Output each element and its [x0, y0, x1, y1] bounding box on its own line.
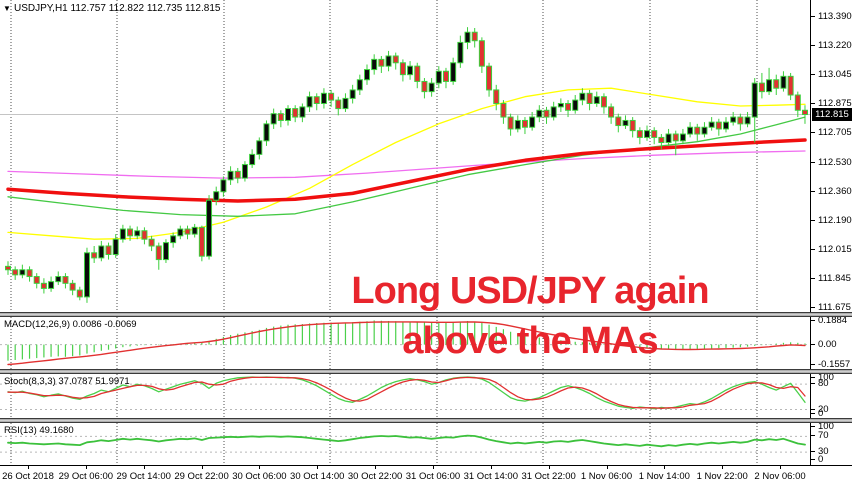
time-axis-tick: [548, 466, 550, 469]
macd-axis-label: 0.1884: [818, 315, 848, 326]
stochastic-chart[interactable]: [0, 374, 810, 418]
rsi-axis-label: 100: [818, 421, 834, 432]
stoch-axis-label: 80: [818, 378, 829, 390]
macd-chart[interactable]: [0, 317, 810, 369]
main-chart-panel[interactable]: [0, 0, 810, 312]
collapse-arrow-icon[interactable]: ▼: [3, 4, 11, 13]
time-axis-label: 29 Oct 14:00: [116, 471, 171, 482]
axis-tick: [811, 451, 815, 453]
macd-panel[interactable]: [0, 317, 810, 369]
current-price-badge: 112.815: [812, 108, 852, 122]
stoch-label: Stoch(8,3,3) 37.0787 51.9971: [4, 376, 130, 387]
time-axis-tick: [432, 466, 434, 469]
price-axis-label: 113.045: [818, 69, 852, 81]
time-axis-tick: [606, 466, 608, 469]
price-axis-label: 112.530: [818, 156, 852, 168]
axis-tick: [811, 103, 815, 105]
rsi-axis-label: 30: [818, 446, 829, 458]
time-axis-label: 1 Nov 22:00: [696, 471, 748, 482]
time-axis-tick: [143, 466, 145, 469]
stoch-axis-label: 20: [818, 403, 829, 415]
axis-tick: [811, 459, 815, 460]
price-axis-label: 113.390: [818, 10, 852, 22]
rsi-chart[interactable]: [0, 423, 810, 464]
time-axis-tick: [780, 466, 782, 469]
time-axis-label: 26 Oct 2018: [2, 471, 54, 482]
price-axis[interactable]: 112.815 113.390 113.220 113.045 112.875 112.…: [810, 0, 852, 465]
axis-tick: [811, 413, 815, 414]
time-axis-label: 2 Nov 06:00: [754, 471, 806, 482]
time-axis-label: 29 Oct 06:00: [58, 471, 114, 482]
axis-tick: [811, 320, 815, 321]
symbol-title: USDJPY,H1 112.757 112.822 112.735 112.81…: [14, 3, 221, 14]
price-axis-label: 112.015: [818, 244, 852, 256]
axis-tick: [811, 363, 815, 365]
axis-tick: [811, 15, 815, 17]
time-axis-label: 1 Nov 06:00: [580, 471, 633, 482]
axis-tick: [811, 249, 815, 251]
rsi-label: RSI(13) 49.1680: [4, 425, 74, 436]
time-axis[interactable]: 26 Oct 2018 29 Oct 06:00 29 Oct 14:00 29 Oc…: [0, 465, 852, 485]
time-axis-label: 31 Oct 06:00: [405, 471, 461, 482]
stoch-axis-label: 100: [818, 372, 834, 383]
axis-tick: [811, 383, 815, 385]
time-axis-tick: [201, 466, 203, 469]
axis-tick: [811, 132, 815, 134]
time-axis-tick: [664, 466, 666, 469]
panel-separator[interactable]: [0, 418, 852, 423]
stoch-axis-label: 0: [818, 408, 824, 419]
axis-tick: [811, 278, 815, 280]
axis-tick: [811, 377, 815, 378]
time-axis-tick: [259, 466, 261, 469]
stoch-panel[interactable]: [0, 374, 810, 418]
rsi-axis-label: 0: [818, 454, 824, 465]
price-axis-label: 113.220: [818, 39, 852, 51]
axis-tick: [811, 219, 815, 221]
axis-tick: [811, 306, 815, 308]
macd-axis-label: 0.00: [818, 338, 837, 350]
time-axis-label: 29 Oct 22:00: [174, 471, 229, 482]
axis-tick: [811, 435, 815, 437]
panel-separator[interactable]: [0, 369, 852, 374]
price-axis-label: 111.675: [818, 301, 851, 313]
panel-separator[interactable]: [0, 312, 852, 317]
price-axis-label: 112.875: [818, 98, 852, 110]
candlestick-chart[interactable]: [0, 0, 810, 312]
time-axis-label: 1 Nov 14:00: [638, 471, 690, 482]
price-axis-label: 112.360: [818, 185, 852, 197]
time-axis-tick: [722, 466, 724, 469]
axis-tick: [811, 343, 815, 345]
axis-tick: [811, 426, 815, 427]
time-axis-tick: [85, 466, 87, 469]
time-axis-label: 30 Oct 06:00: [232, 471, 287, 482]
price-axis-label: 112.190: [818, 214, 852, 226]
axis-tick: [811, 161, 815, 163]
time-axis-tick: [317, 466, 319, 469]
price-axis-label: 111.845: [818, 273, 851, 285]
rsi-axis-label: 70: [818, 430, 829, 442]
time-axis-tick: [375, 466, 377, 469]
time-axis-tick: [490, 466, 492, 469]
macd-axis-label: -0.1557: [818, 358, 851, 370]
time-axis-label: 30 Oct 22:00: [347, 471, 403, 482]
time-axis-label: 30 Oct 14:00: [290, 471, 345, 482]
axis-tick: [811, 74, 815, 76]
time-axis-tick: [28, 466, 29, 469]
axis-tick: [811, 44, 815, 46]
price-axis-label: 112.705: [818, 127, 852, 139]
axis-tick: [811, 408, 815, 410]
macd-label: MACD(12,26,9) 0.0086 -0.0069: [4, 319, 137, 330]
time-axis-label: 31 Oct 22:00: [521, 471, 576, 482]
time-axis-label: 31 Oct 14:00: [463, 471, 518, 482]
axis-tick: [811, 190, 815, 192]
rsi-panel[interactable]: [0, 423, 810, 464]
